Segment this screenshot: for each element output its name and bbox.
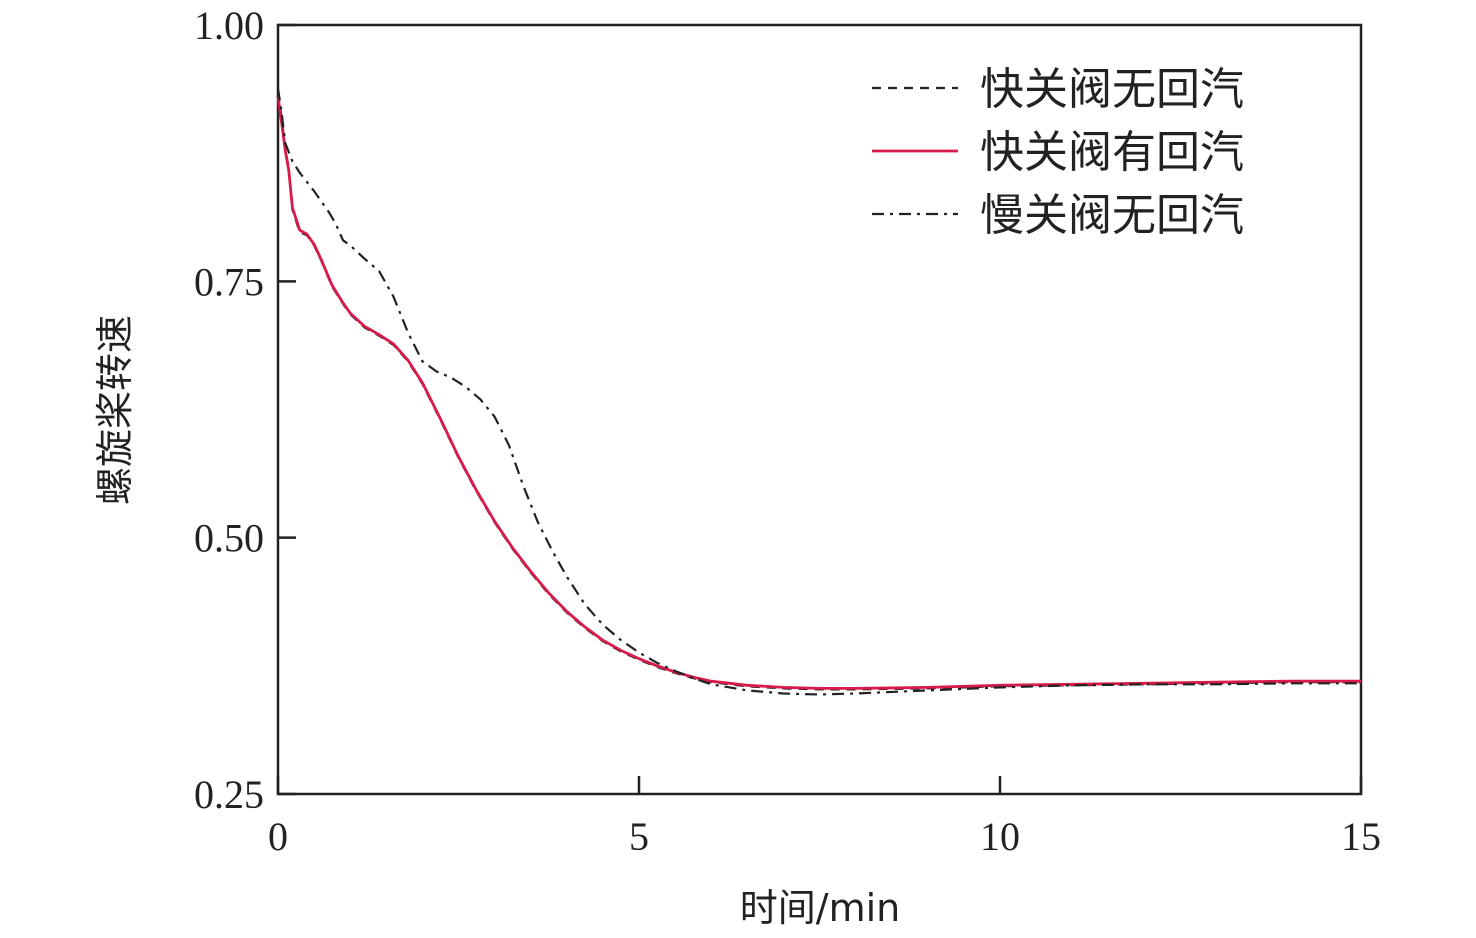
x-axis-title: 时间/min [740,886,900,930]
legend-label: 快关阀有回汽 [980,127,1244,178]
y-tick-label: 0.50 [194,516,264,561]
x-tick-label: 10 [980,814,1020,859]
y-tick-label: 1.00 [194,3,264,48]
series-layer [276,88,1361,696]
series-line-1 [276,92,1361,691]
series-line-2 [276,96,1361,690]
y-axis-ticks: 0.25 0.50 0.75 1.00 [194,3,296,817]
x-axis-ticks: 0 5 10 15 [268,776,1381,859]
series-line-3 [276,88,1361,696]
y-tick-label: 0.75 [194,259,264,304]
plot-frame [276,23,1363,796]
legend-label: 慢关阀无回汽 [980,190,1244,241]
legend-label: 快关阀无回汽 [980,64,1244,115]
x-tick-label: 5 [629,814,649,859]
y-axis-title: 螺旋桨转速 [93,315,137,505]
y-tick-label: 0.25 [194,772,264,817]
x-tick-label: 15 [1341,814,1381,859]
x-tick-label: 0 [268,814,288,859]
